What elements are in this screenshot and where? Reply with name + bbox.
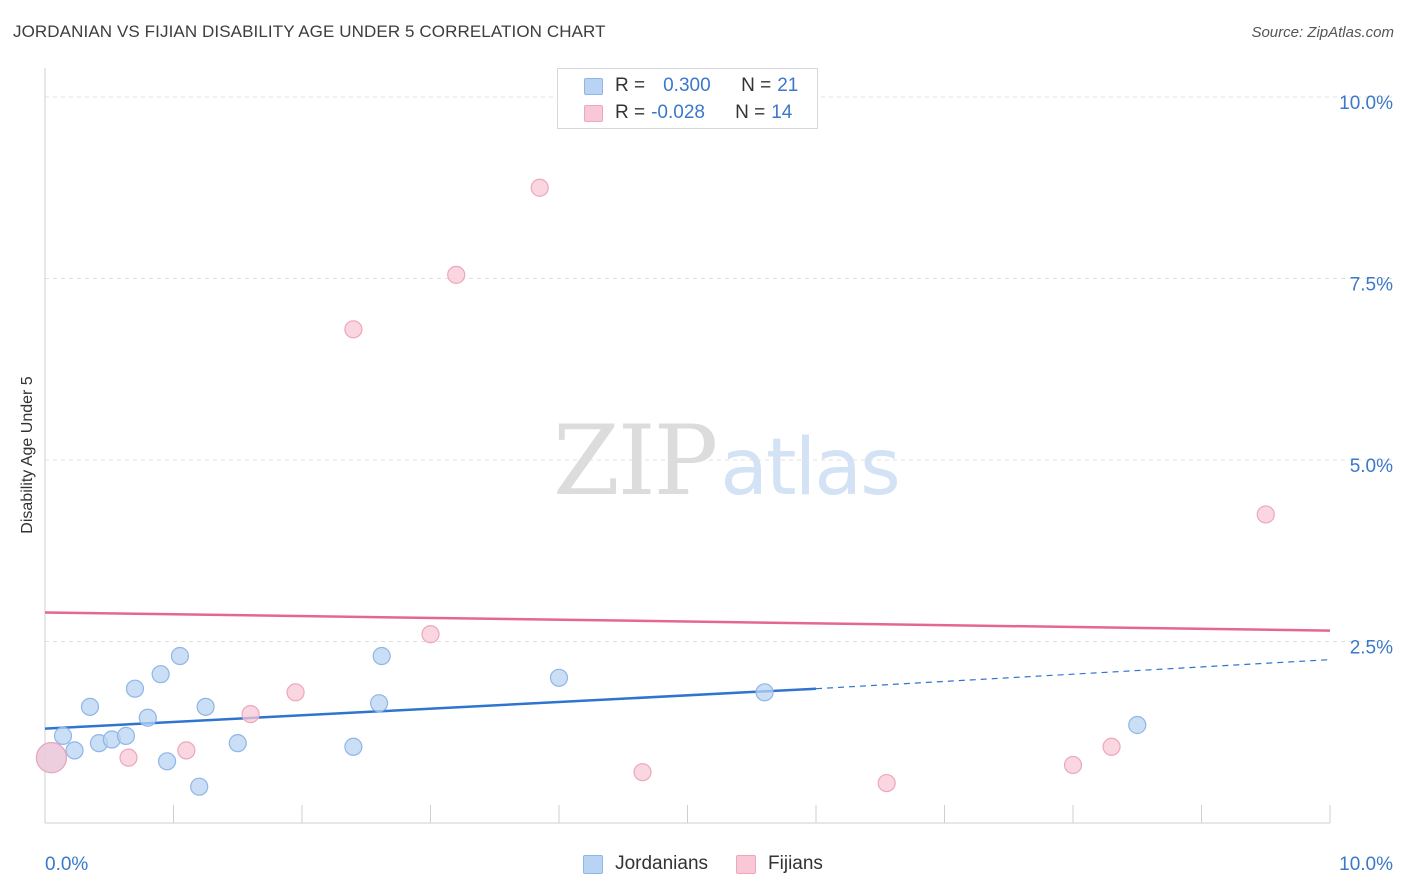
tick-labels: 2.5% 5.0% 7.5% 10.0% 0.0% 10.0% (45, 93, 1393, 875)
y-tick-label: 2.5% (1350, 638, 1393, 659)
trend-line-jordanians (44, 687, 817, 730)
data-point-jordanians (344, 737, 363, 756)
x-tick-label: 0.0% (45, 854, 88, 875)
legend-r-value: 0.300 (663, 75, 711, 96)
data-point-jordanians (53, 726, 73, 745)
legend-n-value: 14 (771, 102, 793, 123)
y-tick-label: 7.5% (1350, 275, 1393, 296)
legend-label-jordanians: Jordanians (615, 853, 709, 874)
data-point-jordanians (151, 665, 170, 684)
chart-title: JORDANIAN VS FIJIAN DISABILITY AGE UNDER… (13, 22, 606, 41)
legend-r-label: R = (615, 75, 646, 96)
data-point-jordanians (170, 646, 190, 666)
data-point-jordanians (549, 668, 569, 687)
trend-lines (44, 611, 1331, 730)
data-point-fijians (177, 741, 196, 760)
legend-label-fijians: Fijians (768, 853, 823, 874)
data-point-fijians (1102, 737, 1121, 756)
y-tick-label: 10.0% (1339, 93, 1393, 114)
data-point-jordanians (228, 734, 247, 753)
stats-legend: R = 0.300 N = 21 R = -0.028 N = 14 (557, 68, 818, 129)
data-point-jordanians (370, 694, 389, 713)
data-point-fijians (241, 704, 260, 724)
y-tick-label: 5.0% (1350, 456, 1393, 477)
legend-row-jordanians: R = 0.300 N = 21 (584, 74, 798, 98)
data-point-fijians (447, 265, 466, 284)
data-point-fijians (421, 625, 440, 644)
x-tick-label: 10.0% (1339, 854, 1393, 875)
trend-line-fijians (44, 611, 1331, 632)
legend-item-jordanians[interactable]: Jordanians (583, 853, 708, 875)
legend-r-label: R = (615, 102, 646, 123)
data-points (35, 178, 1275, 796)
data-point-jordanians (125, 679, 145, 698)
legend-row-fijians: R = -0.028 N = 14 (584, 101, 792, 125)
data-point-jordanians (138, 708, 157, 727)
legend-r-value: -0.028 (651, 102, 705, 123)
data-point-jordanians (372, 646, 391, 666)
data-point-fijians (119, 748, 138, 767)
data-point-jordanians (116, 726, 136, 745)
data-point-fijians (633, 763, 652, 782)
legend-swatch-fijians (736, 854, 757, 874)
source-label: Source: ZipAtlas.com (1251, 24, 1394, 41)
legend-item-fijians[interactable]: Fijians (736, 853, 823, 875)
data-point-fijians (877, 773, 896, 793)
data-point-jordanians (755, 683, 774, 702)
data-point-jordanians (1128, 715, 1147, 735)
legend-n-label: N = (735, 102, 766, 123)
data-point-fijians (344, 320, 363, 339)
gridlines (45, 96, 1392, 642)
data-point-fijians (1063, 755, 1083, 775)
data-point-fijians (286, 683, 305, 702)
data-point-fijians (1256, 505, 1275, 524)
data-point-jordanians (190, 777, 209, 796)
legend-swatch-fijians (584, 104, 603, 122)
legend-swatch-jordanians (584, 77, 603, 95)
data-point-jordanians (196, 697, 215, 716)
axes (44, 68, 1331, 824)
data-point-jordanians (157, 752, 177, 771)
legend-swatch-jordanians (583, 854, 604, 874)
data-point-fijians (35, 742, 68, 774)
legend-n-value: 21 (777, 75, 799, 96)
legend-n-label: N = (741, 75, 772, 96)
trend-line-dashed-jordanians (815, 659, 1331, 690)
data-point-jordanians (80, 697, 100, 716)
data-point-jordanians (65, 741, 84, 760)
series-legend: Jordanians Fijians (0, 850, 1406, 878)
data-point-fijians (530, 178, 549, 197)
